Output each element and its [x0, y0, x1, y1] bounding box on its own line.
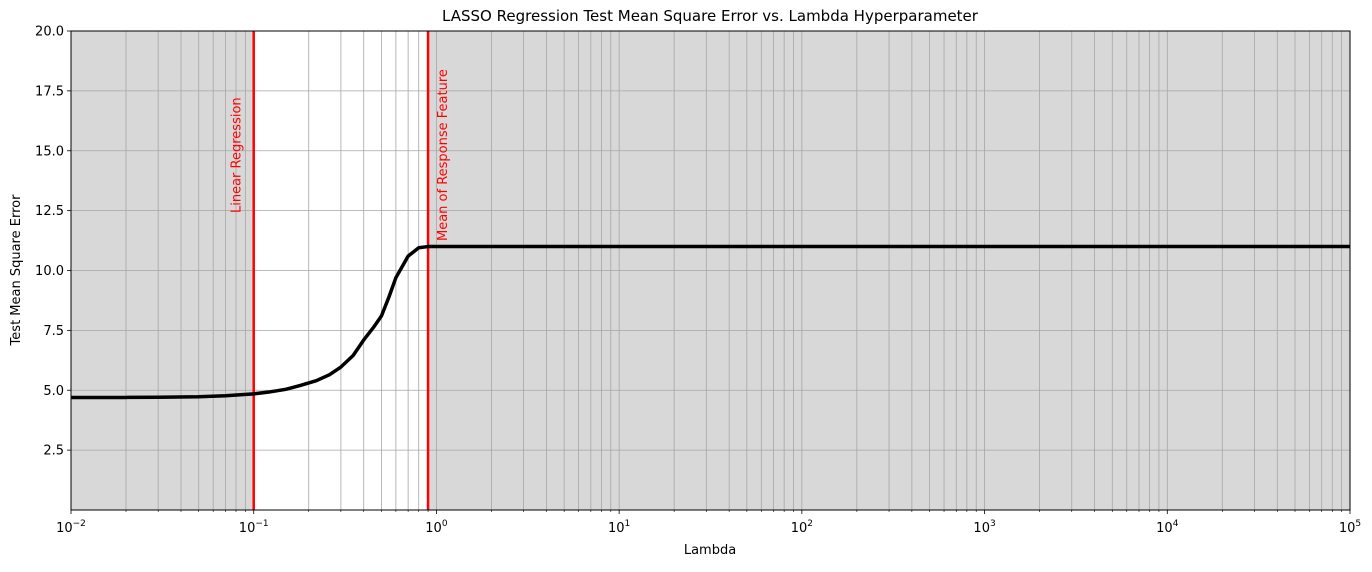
vertical-lines: Linear Regression Mean of Response Featur…: [230, 31, 451, 510]
x-tick-label: 10−1: [239, 519, 269, 536]
vline-label-1: Mean of Response Feature: [436, 69, 451, 241]
y-tick-label: 12.5: [35, 204, 64, 219]
x-tick-label: 105: [1339, 519, 1361, 536]
x-tick-label: 102: [791, 519, 813, 536]
x-axis-label: Lambda: [684, 543, 736, 558]
y-tick-label: 15.0: [35, 144, 64, 159]
y-tick-label: 10.0: [35, 264, 64, 279]
series-group: [71, 244, 1350, 400]
x-tick-label: 10−2: [56, 519, 86, 536]
chart-title: LASSO Regression Test Mean Square Error …: [442, 7, 979, 25]
ticks: 10−2 10−1 100 101 102 103 104 105 2.5 5.0 7.5 10.0 1…: [35, 25, 1361, 537]
x-tick-label: 103: [973, 519, 995, 536]
vline-label-0: Linear Regression: [230, 97, 245, 213]
x-tick-label: 104: [1156, 519, 1179, 536]
y-tick-label: 17.5: [35, 84, 64, 99]
y-axis-label: Test Mean Square Error: [9, 194, 24, 347]
y-tick-label: 2.5: [43, 444, 64, 459]
y-tick-label: 20.0: [35, 25, 64, 40]
y-tick-label: 7.5: [43, 324, 64, 339]
series-line-0: [71, 244, 1350, 400]
x-tick-label: 101: [608, 519, 630, 536]
x-tick-label: 100: [425, 519, 448, 536]
y-tick-label: 5.0: [43, 384, 64, 399]
